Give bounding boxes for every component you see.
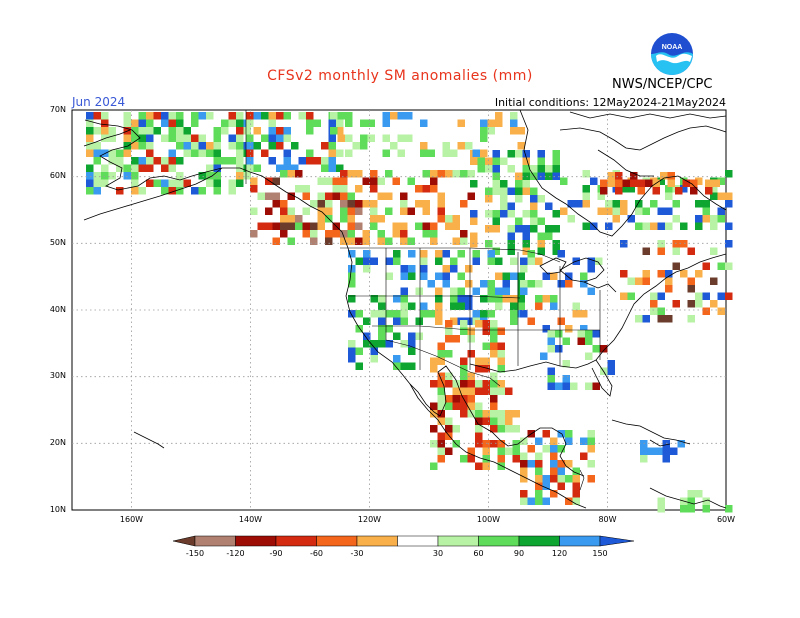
colorbar-tick: -120	[226, 549, 244, 558]
lat-lon-grid	[72, 110, 726, 510]
lat-label: 70N	[50, 105, 66, 114]
lon-label: 100W	[477, 515, 500, 524]
colorbar-segment	[397, 535, 439, 547]
colorbar-tick: -90	[269, 549, 282, 558]
colorbar-tick: 30	[433, 549, 443, 558]
lat-label: 20N	[50, 438, 66, 447]
colorbar-segment	[518, 535, 560, 547]
organization-label: NWS/NCEP/CPC	[612, 77, 713, 92]
latitude-labels: 70N 60N 50N 40N 30N 20N 10N	[50, 105, 66, 514]
colorbar-segment	[235, 535, 277, 547]
colorbar-tick: -60	[310, 549, 323, 558]
noaa-logo-icon: NOAA	[651, 33, 693, 75]
political-borders	[245, 110, 601, 491]
lat-label: 10N	[50, 505, 66, 514]
initial-conditions: Initial conditions: 12May2024-21May2024	[494, 96, 726, 109]
anomaly-cells	[86, 112, 733, 513]
colorbar-segment	[194, 535, 236, 547]
noaa-logo-text: NOAA	[662, 44, 683, 51]
lat-label: 40N	[50, 305, 66, 314]
lon-label: 60W	[717, 515, 735, 524]
colorbar-segment	[275, 535, 317, 547]
colorbar-tick: 120	[552, 549, 567, 558]
lon-label: 120W	[358, 515, 381, 524]
lat-label: 60N	[50, 171, 66, 180]
colorbar-segment	[356, 535, 398, 547]
colorbar-segment	[437, 535, 479, 547]
longitude-labels: 160W 140W 120W 100W 80W 60W	[120, 515, 735, 524]
colorbar-tick: 90	[514, 549, 524, 558]
colorbar-tick: 150	[592, 549, 607, 558]
colorbar-segment	[316, 535, 358, 547]
lon-label: 140W	[239, 515, 262, 524]
colorbar-tick: 60	[473, 549, 483, 558]
colorbar-tick: -150	[186, 549, 204, 558]
colorbar-segment	[478, 535, 520, 547]
lon-label: 160W	[120, 515, 143, 524]
lat-label: 30N	[50, 371, 66, 380]
color-bar: -150 -120 -90 -60 -30 30 60 90 120 150	[172, 535, 635, 558]
colorbar-segment	[559, 535, 601, 547]
map-title: CFSv2 monthly SM anomalies (mm)	[267, 68, 533, 84]
forecast-month: Jun 2024	[72, 95, 126, 109]
colorbar-high-arrow	[599, 535, 635, 547]
colorbar-tick: -30	[350, 549, 363, 558]
lon-label: 80W	[598, 515, 616, 524]
lat-label: 50N	[50, 238, 66, 247]
coastlines	[83, 109, 727, 509]
colorbar-low-arrow	[172, 535, 196, 547]
